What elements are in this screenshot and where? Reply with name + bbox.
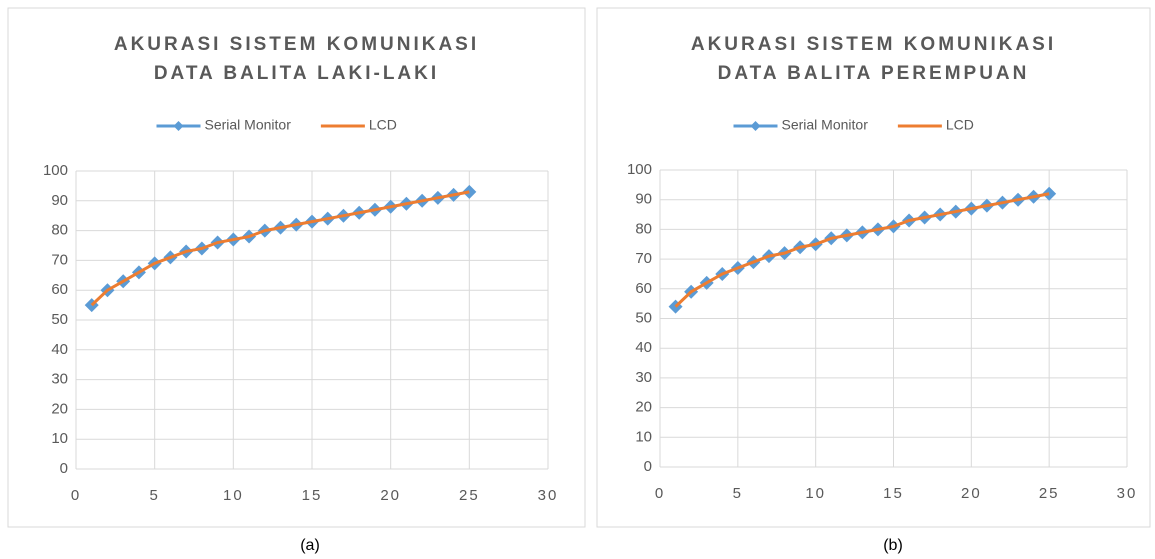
chart: AKURASI SISTEM KOMUNIKASI DATA BALITA LAK… (7, 7, 586, 554)
x-tick-label: 25 (1039, 485, 1060, 502)
legend-marker (750, 121, 761, 131)
caption: (a) (300, 537, 320, 554)
x-tick-label: 15 (883, 485, 904, 502)
y-tick-label: 80 (635, 220, 652, 237)
chart-title: AKURASI SISTEM KOMUNIKASI (691, 34, 1056, 55)
x-tick-label: 20 (380, 487, 401, 504)
y-tick-label: 30 (635, 369, 652, 386)
legend-label: LCD (369, 117, 397, 133)
y-tick-label: 70 (635, 250, 652, 267)
y-tick-label: 60 (635, 280, 652, 297)
chart: AKURASI SISTEM KOMUNIKASI DATA BALITA PER… (596, 7, 1151, 554)
legend-label: Serial Monitor (782, 117, 869, 133)
x-tick-label: 30 (1117, 485, 1138, 502)
y-tick-label: 40 (51, 341, 68, 358)
x-tick-label: 25 (459, 487, 480, 504)
y-tick-label: 80 (51, 222, 68, 239)
chart-title: AKURASI SISTEM KOMUNIKASI (114, 34, 479, 55)
y-tick-label: 50 (635, 309, 652, 326)
y-tick-label: 20 (635, 399, 652, 416)
x-tick-label: 0 (655, 485, 665, 502)
series-line (674, 192, 1050, 308)
series-line (90, 190, 470, 307)
x-tick-label: 5 (733, 485, 743, 502)
y-tick-label: 90 (51, 192, 68, 209)
x-tick-label: 10 (805, 485, 826, 502)
chart-title: DATA BALITA PEREMPUAN (718, 63, 1030, 84)
x-tick-label: 20 (961, 485, 982, 502)
x-tick-label: 5 (149, 487, 159, 504)
x-tick-label: 0 (71, 487, 81, 504)
x-tick-label: 15 (302, 487, 323, 504)
chart-title: DATA BALITA LAKI-LAKI (154, 63, 439, 84)
caption: (b) (883, 537, 903, 554)
x-tick-label: 10 (223, 487, 244, 504)
legend-marker (173, 121, 184, 131)
legend-label: LCD (946, 117, 974, 133)
chart-frame (596, 7, 1151, 528)
y-tick-label: 100 (43, 162, 68, 179)
y-tick-label: 40 (635, 339, 652, 356)
y-tick-label: 0 (60, 460, 68, 477)
y-tick-label: 20 (51, 400, 68, 417)
y-tick-label: 30 (51, 371, 68, 388)
y-tick-label: 0 (644, 458, 652, 475)
y-tick-label: 60 (51, 281, 68, 298)
y-tick-label: 10 (51, 430, 68, 447)
y-tick-label: 100 (627, 161, 652, 178)
y-tick-label: 50 (51, 311, 68, 328)
x-tick-label: 30 (538, 487, 559, 504)
y-tick-label: 70 (51, 251, 68, 268)
chart-frame (7, 7, 586, 528)
y-tick-label: 10 (635, 428, 652, 445)
y-tick-label: 90 (635, 191, 652, 208)
legend-label: Serial Monitor (205, 117, 292, 133)
